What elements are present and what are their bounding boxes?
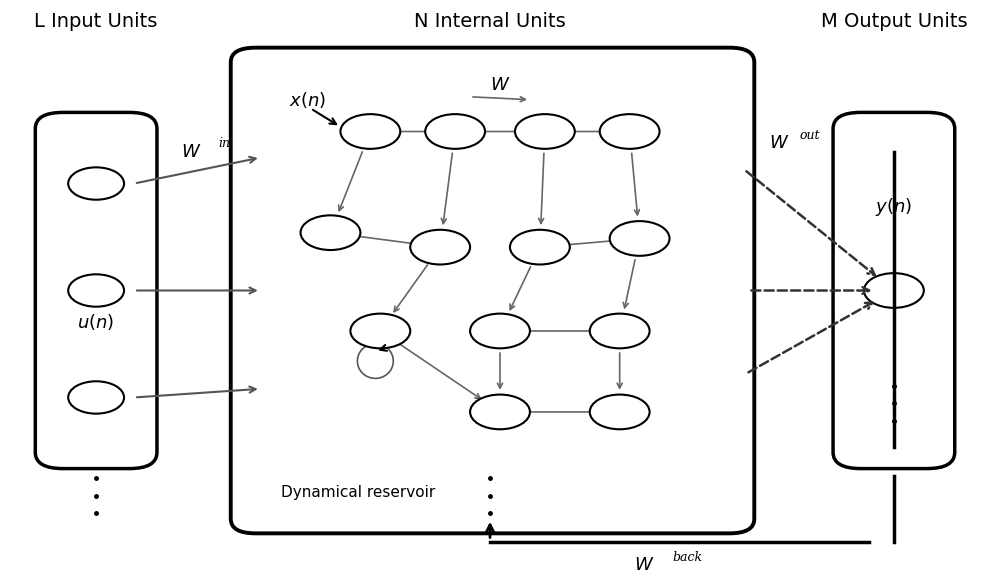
Text: M Output Units: M Output Units [821,12,967,31]
FancyBboxPatch shape [833,112,955,469]
Circle shape [470,314,530,349]
Circle shape [610,221,670,256]
Circle shape [350,314,410,349]
Circle shape [600,114,660,149]
Text: $y(n)$: $y(n)$ [875,196,912,218]
Text: out: out [799,129,820,142]
Text: Dynamical reservoir: Dynamical reservoir [281,485,435,500]
Circle shape [425,114,485,149]
Circle shape [340,114,400,149]
Text: $W$: $W$ [490,76,510,94]
Text: $W$: $W$ [769,134,790,152]
Circle shape [590,394,650,429]
FancyBboxPatch shape [231,48,754,533]
Text: $x(n)$: $x(n)$ [289,89,326,110]
Circle shape [515,114,575,149]
Circle shape [590,314,650,349]
Text: back: back [673,551,703,564]
Text: N Internal Units: N Internal Units [414,12,566,31]
Circle shape [68,274,124,307]
Text: in: in [219,137,231,149]
Text: $u(n)$: $u(n)$ [77,313,115,332]
Circle shape [301,216,360,250]
Circle shape [68,167,124,200]
Text: $W$: $W$ [634,556,655,574]
Text: $W$: $W$ [181,143,201,161]
Circle shape [68,381,124,414]
Circle shape [470,394,530,429]
Text: L Input Units: L Input Units [34,12,158,31]
Circle shape [864,273,924,308]
Circle shape [510,230,570,264]
Circle shape [410,230,470,264]
FancyBboxPatch shape [35,112,157,469]
